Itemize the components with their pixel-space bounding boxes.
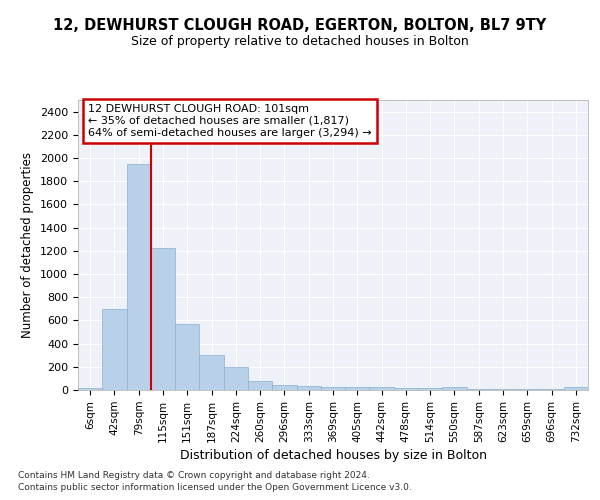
Bar xyxy=(127,164,151,390)
Bar xyxy=(418,388,442,390)
Bar xyxy=(248,380,272,390)
Bar xyxy=(345,387,370,390)
Bar xyxy=(151,248,175,390)
Bar xyxy=(296,386,321,390)
Text: Size of property relative to detached houses in Bolton: Size of property relative to detached ho… xyxy=(131,35,469,48)
Bar xyxy=(370,388,394,390)
Bar xyxy=(564,387,588,390)
Bar xyxy=(224,367,248,390)
Bar xyxy=(394,388,418,390)
Text: Contains public sector information licensed under the Open Government Licence v3: Contains public sector information licen… xyxy=(18,484,412,492)
Bar xyxy=(199,354,224,390)
Bar xyxy=(442,387,467,390)
Bar xyxy=(78,388,102,390)
X-axis label: Distribution of detached houses by size in Bolton: Distribution of detached houses by size … xyxy=(179,449,487,462)
Bar xyxy=(272,384,296,390)
Bar xyxy=(321,386,345,390)
Y-axis label: Number of detached properties: Number of detached properties xyxy=(22,152,34,338)
Bar xyxy=(175,324,199,390)
Text: 12, DEWHURST CLOUGH ROAD, EGERTON, BOLTON, BL7 9TY: 12, DEWHURST CLOUGH ROAD, EGERTON, BOLTO… xyxy=(53,18,547,32)
Text: 12 DEWHURST CLOUGH ROAD: 101sqm
← 35% of detached houses are smaller (1,817)
64%: 12 DEWHURST CLOUGH ROAD: 101sqm ← 35% of… xyxy=(88,104,372,138)
Bar xyxy=(102,309,127,390)
Text: Contains HM Land Registry data © Crown copyright and database right 2024.: Contains HM Land Registry data © Crown c… xyxy=(18,471,370,480)
